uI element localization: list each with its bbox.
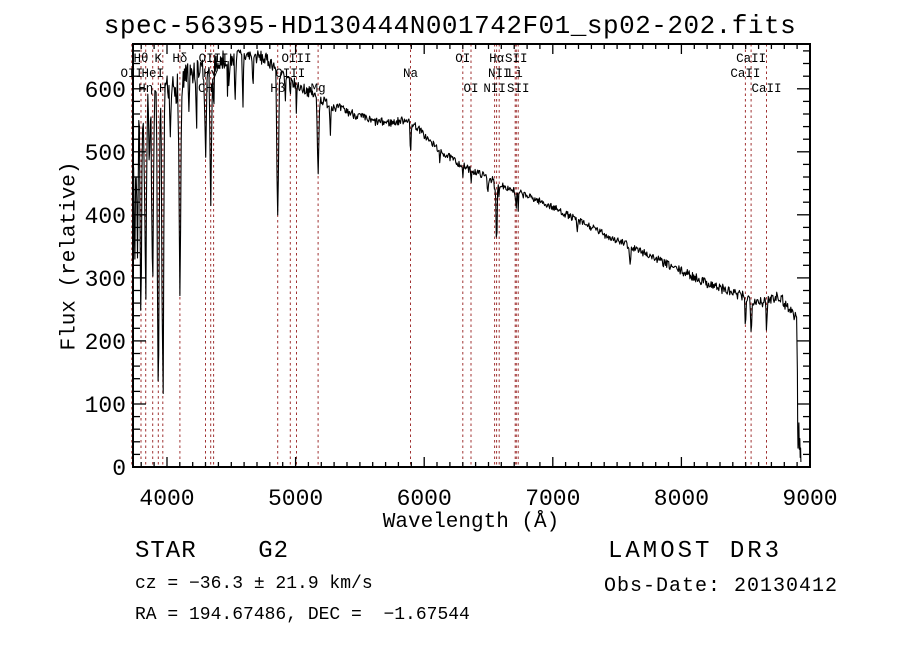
- y-tick-label: 300: [85, 267, 126, 293]
- x-tick-label: 4000: [139, 486, 194, 512]
- spectral-line-label-NII: NII: [488, 67, 511, 81]
- spectral-line-label-CaII: CaII: [736, 52, 766, 66]
- survey-release-text: LAMOST DR3: [608, 538, 783, 565]
- x-tick-label: 7000: [525, 486, 580, 512]
- y-tick-label: 0: [112, 456, 126, 482]
- spectral-line-label-OIII: OIII: [199, 52, 229, 66]
- x-tick-label: 5000: [268, 486, 323, 512]
- classification-text: STAR G2: [135, 538, 290, 565]
- spectral-line-markers: [131, 44, 767, 467]
- spectral-line-label-SII: SII: [505, 52, 528, 66]
- spectral-line-label-CaII: CaII: [730, 67, 760, 81]
- spectrum-curve: [132, 49, 802, 463]
- spectral-line-label-Hδ: Hδ: [172, 52, 187, 66]
- spectral-line-label-Hγ: Hγ: [203, 67, 219, 81]
- spectral-line-label-OI: OI: [455, 52, 470, 66]
- plot-box: [132, 43, 811, 468]
- spectral-line-label-Hη: Hη: [138, 82, 153, 96]
- spectral-line-label-HeI: HeI: [141, 67, 164, 81]
- spectral-line-label-OI: OI: [463, 82, 478, 96]
- x-tick-label: 9000: [782, 486, 837, 512]
- spectral-line-label-K: K: [155, 52, 163, 66]
- spectral-line-label-Na: Na: [403, 67, 419, 81]
- spectral-line-label-H: H: [159, 82, 167, 96]
- plot-title: spec-56395-HD130444N001742F01_sp02-202.f…: [103, 11, 797, 41]
- spectral-line-label-Hα: Hα: [489, 52, 505, 66]
- spectral-line-label-Li: Li: [508, 67, 523, 81]
- x-tick-label: 8000: [654, 486, 709, 512]
- spectral-line-label-OIII: OIII: [281, 52, 311, 66]
- spectral-line-label-CH: CH: [198, 82, 213, 96]
- y-tick-label: 500: [85, 141, 126, 167]
- spectral-line-label-OII: OII: [121, 67, 144, 81]
- spectral-line-label-Hθ: Hθ: [133, 52, 148, 66]
- spectral-line-label-Hβ: Hβ: [270, 82, 285, 96]
- obs-date-text: Obs-Date: 20130412: [604, 575, 839, 598]
- redshift-velocity-text: cz = −36.3 ± 21.9 km/s: [135, 574, 373, 594]
- x-tick-label: 6000: [397, 486, 452, 512]
- y-tick-label: 200: [85, 330, 126, 356]
- spectral-line-label-CaII: CaII: [751, 82, 781, 96]
- y-tick-label: 100: [85, 393, 126, 419]
- spectral-line-label-NII: NII: [483, 82, 506, 96]
- spectrum-path: [132, 49, 802, 463]
- tick-labels: 4000 5000 6000 7000 8000 9000 0 100 200 300 400 500…: [85, 78, 838, 512]
- x-axis-title: Wavelength (Å): [382, 511, 560, 534]
- y-tick-label: 400: [85, 204, 126, 230]
- spectral-line-label-SII: SII: [507, 82, 530, 96]
- axis-ticks: [132, 43, 811, 468]
- spectral-line-label-Mg: Mg: [311, 82, 326, 96]
- y-tick-label: 600: [85, 78, 126, 104]
- y-axis-title: Flux (relative): [58, 161, 82, 351]
- ra-dec-text: RA = 194.67486, DEC = −1.67544: [135, 605, 470, 625]
- spectral-line-label-OIII: OIII: [275, 67, 305, 81]
